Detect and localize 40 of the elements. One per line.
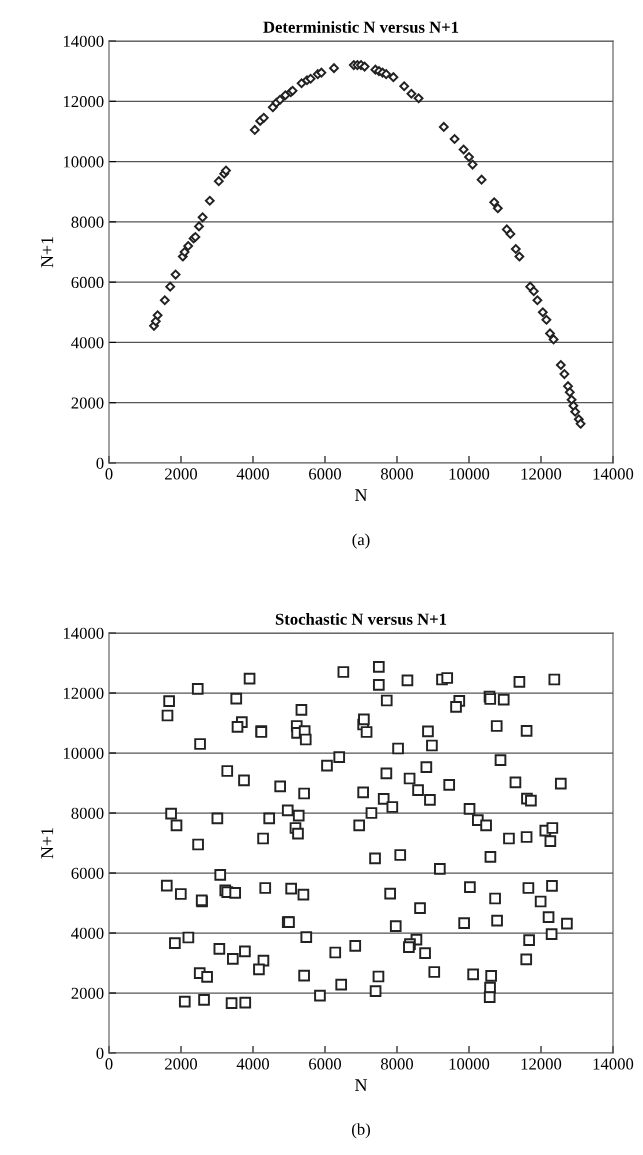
y-tick-label: 14000 (63, 627, 104, 639)
x-tick-label: 12000 (521, 1058, 562, 1070)
x-tick-label: 4000 (236, 1058, 270, 1070)
x-tick-label: 4000 (236, 468, 270, 480)
y-axis-title: N+1 (41, 236, 54, 268)
y-tick-label: 2000 (71, 987, 104, 999)
x-tick-label: 10000 (449, 1058, 490, 1070)
x-tick-label: 8000 (380, 1058, 414, 1070)
x-tick-label: 6000 (309, 468, 342, 480)
y-tick-label: 12000 (63, 687, 104, 699)
x-tick-label: 12000 (521, 468, 562, 480)
x-tick-label: 8000 (380, 468, 414, 480)
x-tick-label: 14000 (593, 468, 634, 480)
x-tick-label: 2000 (165, 468, 198, 480)
text: (b) (352, 1123, 370, 1139)
y-tick-label: 8000 (71, 807, 104, 819)
text: (a) (352, 533, 370, 549)
y-tick-label: 14000 (63, 35, 104, 47)
x-axis-title: N (355, 489, 368, 502)
x-tick-label: 2000 (165, 1058, 198, 1070)
chart-title: Stochastic N versus N+1 (275, 613, 447, 625)
y-tick-label: 8000 (71, 216, 104, 228)
y-tick-label: 10000 (63, 156, 104, 168)
y-tick-label: 6000 (71, 276, 104, 289)
x-tick-label: 14000 (593, 1058, 634, 1070)
x-tick-label: 10000 (449, 468, 490, 480)
chart-title: Deterministic N versus N+1 (263, 21, 459, 33)
y-tick-label: 6000 (71, 867, 104, 879)
y-tick-label: 4000 (71, 927, 104, 939)
x-axis-title: N (355, 1079, 368, 1092)
y-tick-label: 10000 (63, 747, 104, 759)
x-tick-label: 0 (105, 1058, 113, 1070)
y-axis-title: N+1 (41, 827, 54, 859)
y-tick-label: 12000 (63, 95, 104, 108)
y-tick-label: 2000 (71, 397, 104, 409)
x-tick-label: 0 (105, 468, 113, 480)
y-tick-label: 0 (96, 457, 104, 469)
y-tick-label: 4000 (71, 337, 104, 349)
y-tick-label: 0 (96, 1047, 104, 1059)
x-tick-label: 6000 (309, 1058, 342, 1070)
